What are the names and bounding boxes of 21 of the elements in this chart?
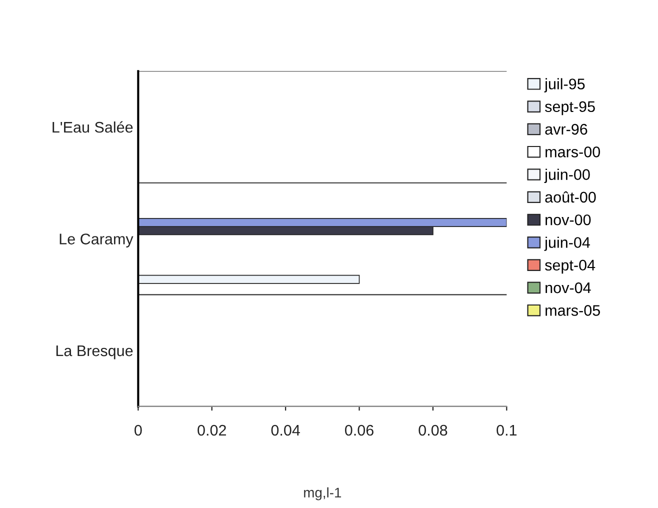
y-tick-label: Le Caramy: [60, 234, 134, 248]
legend-label: avr-96: [545, 124, 588, 135]
x-tick-label: 0: [134, 424, 142, 436]
legend-label: mars-05: [546, 305, 600, 316]
legend-label: juin-00: [544, 168, 590, 184]
legend-label: nov-00: [546, 214, 591, 226]
x-tick-label: 0.06: [345, 424, 374, 436]
legend-label: mars-00: [546, 146, 600, 158]
x-tick-label: 0.1: [496, 424, 517, 436]
x-tick-label: 0.08: [418, 424, 448, 436]
x-tick-label: 0.04: [271, 424, 300, 436]
legend-label: sept-95: [545, 101, 595, 116]
legend-label: sept-04: [545, 260, 596, 274]
legend-label: nov-04: [546, 282, 591, 294]
legend-label: août-00: [545, 191, 596, 203]
legend-label: juin-04: [544, 236, 590, 251]
y-tick-label: L'Eau Salée: [52, 121, 133, 133]
legend-label: juil-95: [544, 78, 585, 92]
y-tick-label: La Bresque: [56, 346, 133, 360]
x-axis-title: mg,l-1: [304, 487, 342, 500]
x-tick-label: 0.02: [198, 424, 226, 436]
